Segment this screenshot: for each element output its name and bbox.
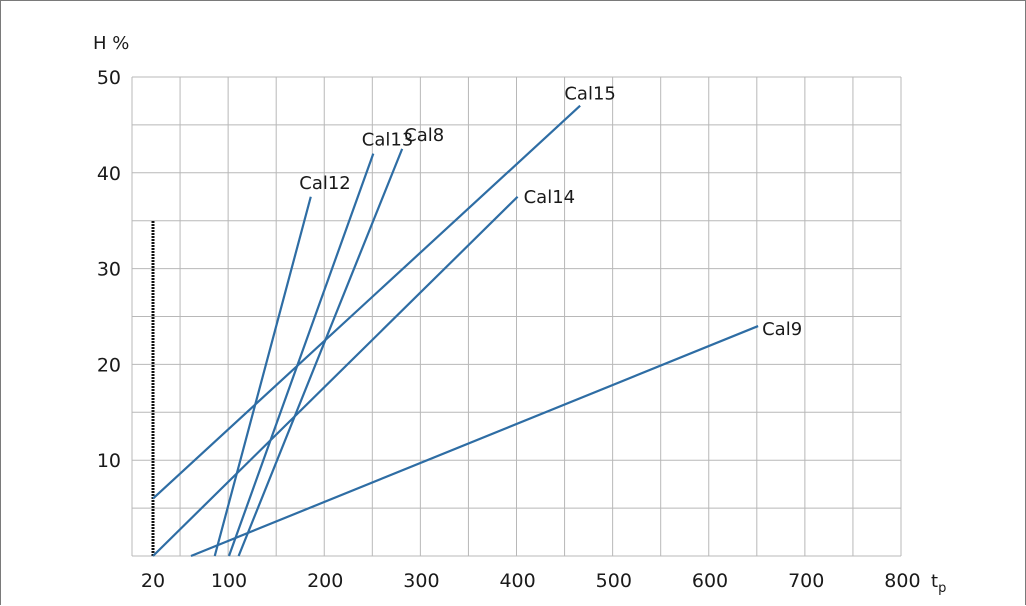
series-label-cal8: Cal8 (404, 125, 444, 146)
x-tick-label: 400 (499, 570, 535, 592)
x-axis-title: tp (931, 571, 946, 596)
y-axis-title: H % (93, 33, 129, 54)
x-tick-label: 700 (788, 570, 824, 592)
series-lines (152, 104, 759, 558)
x-tick-label: 600 (692, 570, 728, 592)
series-line-cal9 (190, 325, 759, 558)
series-line-cal12 (213, 196, 312, 557)
grid (131, 76, 902, 557)
series-label-cal9: Cal9 (762, 319, 802, 340)
series-label-cal13: Cal13 (362, 130, 414, 151)
series-label-cal12: Cal12 (299, 173, 351, 194)
tick-labels: 20 100 200 300 400 500 600 700 800 10 20 30 40 50 (97, 67, 921, 592)
y-tick-label: 20 (97, 354, 121, 376)
x-tick-label: 200 (307, 570, 343, 592)
series-line-cal13 (227, 153, 375, 557)
series-line-cal14 (152, 195, 519, 557)
x-axis-title-sub: p (938, 581, 946, 596)
x-axis-title-main: t (931, 571, 938, 592)
series-label-cal14: Cal14 (524, 187, 576, 208)
y-tick-label: 10 (97, 450, 121, 472)
x-tick-label: 100 (211, 570, 247, 592)
x-tick-label: 300 (403, 570, 439, 592)
y-tick-label: 40 (97, 163, 121, 185)
series-label-cal15: Cal15 (564, 84, 616, 105)
x-tick-label: 800 (884, 570, 920, 592)
x-tick-label: 20 (141, 570, 165, 592)
y-tick-label: 50 (97, 67, 121, 89)
y-tick-label: 30 (97, 259, 121, 281)
series-line-cal15 (152, 104, 581, 500)
x-tick-label: 500 (596, 570, 632, 592)
series-line-cal8 (237, 148, 404, 557)
